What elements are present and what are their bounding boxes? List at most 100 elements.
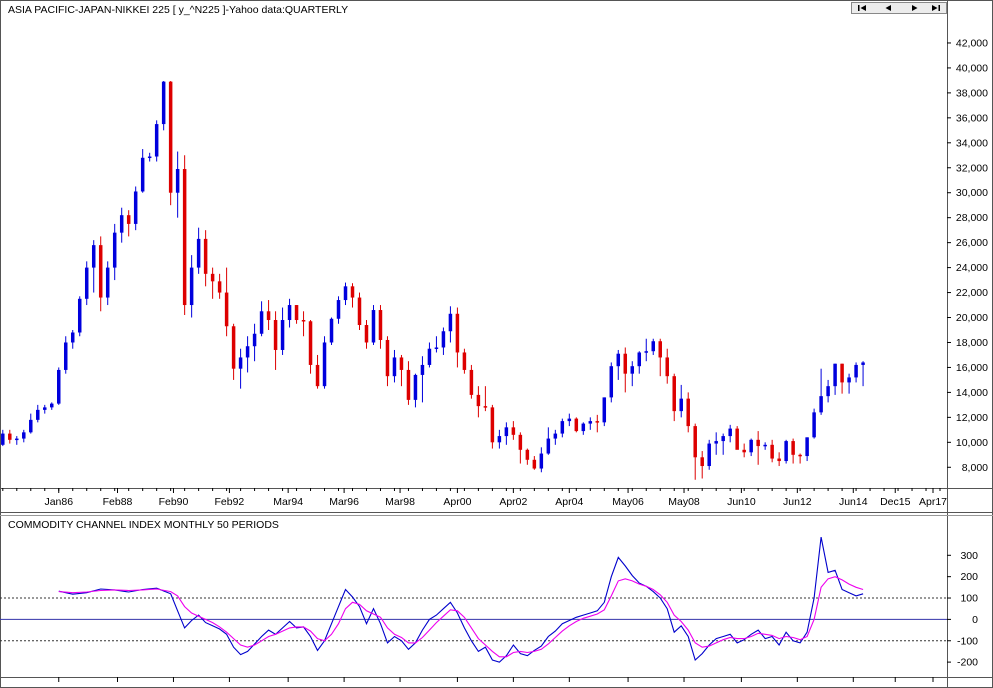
candle-body (595, 421, 600, 423)
price-y-tick-label: 30,000 (956, 187, 988, 199)
candle-up (84, 261, 89, 306)
candle-body (329, 318, 334, 343)
candle-down (735, 426, 739, 450)
date-x-tick-label: May08 (668, 496, 700, 508)
candle-body (77, 298, 82, 333)
candle-body (126, 215, 131, 224)
candle-down (301, 311, 306, 337)
candle-body (469, 369, 474, 395)
candle-body (721, 436, 725, 442)
candle-down (574, 417, 579, 433)
candle-body (637, 352, 642, 367)
candle-body (238, 357, 243, 369)
candle-up (420, 356, 425, 403)
candle-body (378, 310, 383, 340)
price-y-tick-label: 20,000 (956, 312, 988, 324)
candle-body (833, 363, 837, 387)
candle-up (91, 240, 96, 293)
candle-body (784, 441, 788, 462)
candle-body (43, 407, 47, 410)
cci-chart-title: COMMODITY CHANNEL INDEX MONTHLY 50 PERIO… (8, 519, 279, 531)
candle-body (749, 439, 753, 453)
candle-body (700, 457, 704, 467)
candle-body (210, 273, 215, 282)
nav-first-button[interactable] (852, 3, 875, 13)
nav-prev-button[interactable] (876, 3, 899, 13)
candle-up (588, 417, 593, 430)
price-y-tick-label: 42,000 (956, 37, 988, 49)
candle-up (448, 306, 453, 343)
skip-to-end-icon (932, 5, 940, 11)
candle-body (854, 364, 858, 378)
candle-body (686, 398, 690, 427)
candle-body (693, 426, 697, 458)
candle-body (287, 305, 292, 321)
candle-up (161, 81, 166, 131)
cci-y-axis: -200 -100 0 100 200 300 (947, 550, 978, 669)
candle-down (525, 448, 530, 465)
cci-y-tick-label: 200 (960, 571, 978, 583)
candle-body (581, 423, 586, 432)
candle-body (427, 348, 432, 365)
candle-down (476, 386, 481, 418)
price-y-tick-label: 12,000 (956, 412, 988, 424)
candle-up (616, 349, 621, 380)
candle-up (721, 433, 725, 455)
candle-up (336, 296, 341, 324)
candle-up (413, 373, 418, 408)
candle-down (665, 348, 669, 384)
candle-down (378, 305, 383, 349)
candle-body (777, 458, 781, 462)
candle-body (434, 347, 439, 349)
candle-body (490, 407, 495, 443)
candle-body (50, 403, 54, 408)
date-x-tick-label: Jun12 (783, 496, 812, 508)
nav-next-button[interactable] (900, 3, 923, 13)
cci-y-tick-label: -200 (957, 657, 978, 669)
candle-up (497, 429, 502, 449)
candle-up (679, 384, 683, 418)
candle-up (280, 307, 285, 355)
candle-up (609, 362, 614, 403)
candle-body (57, 369, 61, 404)
candle-body (252, 333, 257, 347)
candle-body (805, 437, 809, 457)
candle-body (651, 341, 655, 352)
candle-body (112, 232, 117, 268)
candle-body (336, 300, 341, 319)
candle-body (539, 453, 544, 469)
candle-body (357, 297, 362, 326)
candle-up (105, 261, 110, 306)
candle-up (63, 336, 68, 374)
candle-down (798, 453, 802, 464)
candle-body (231, 326, 236, 369)
cci-series-2 (58, 576, 864, 658)
candle-up (749, 438, 753, 457)
cci-y-tick-label: -100 (957, 635, 978, 647)
candle-up (602, 397, 607, 427)
candle-up (57, 367, 61, 405)
candle-up (833, 363, 837, 395)
candle-body (133, 191, 138, 224)
candle-up (189, 255, 194, 318)
candle-body (154, 124, 159, 157)
candle-up (343, 282, 348, 306)
candle-body (518, 434, 523, 450)
cci-reference-lines (0, 597, 947, 642)
candle-body (525, 449, 530, 460)
candle-body (644, 351, 649, 353)
candle-down (399, 354, 404, 387)
candle-body (735, 428, 739, 450)
candle-body (385, 339, 390, 377)
candle-body (8, 433, 12, 440)
candle-body (560, 421, 565, 434)
candle-body (665, 357, 669, 377)
candle-up (77, 296, 82, 337)
candle-body (588, 421, 593, 424)
price-y-tick-label: 8,000 (962, 462, 988, 474)
date-x-tick-label: Mar94 (273, 496, 303, 508)
nav-last-button[interactable] (924, 3, 946, 13)
candle-down (315, 354, 320, 389)
candle-body (840, 363, 844, 383)
candle-down (686, 392, 690, 433)
